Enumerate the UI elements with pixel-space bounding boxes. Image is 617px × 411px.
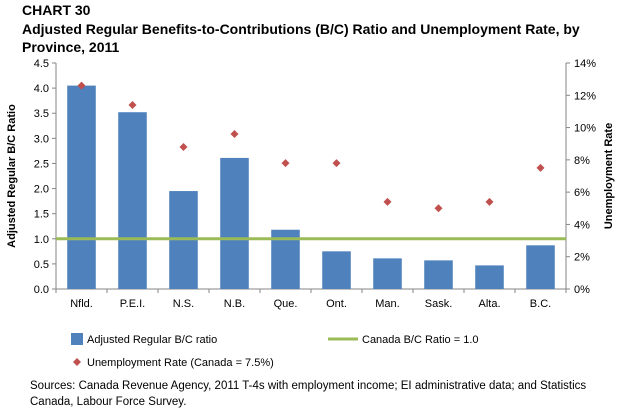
x-tick-label: Alta. <box>478 298 500 310</box>
y-tick-label-left: 3.5 <box>34 108 49 120</box>
legend-label-unemployment: Unemployment Rate (Canada = 7.5%) <box>87 357 274 369</box>
chart-title: Adjusted Regular Benefits-to-Contributio… <box>22 21 580 55</box>
bar-man <box>373 258 402 289</box>
x-tick-label: Sask. <box>425 298 453 310</box>
x-tick-label: P.E.I. <box>120 298 145 310</box>
unemployment-point-que <box>281 159 290 168</box>
y-tick-label-left: 1.0 <box>34 234 49 246</box>
unemployment-point-ns <box>179 142 188 151</box>
unemployment-point-man <box>383 197 392 206</box>
bar-sask <box>424 260 453 289</box>
source-note: Sources: Canada Revenue Agency, 2011 T-4… <box>30 380 587 408</box>
y-tick-label-right: 12% <box>574 90 596 102</box>
chart-number: CHART 30 <box>22 2 91 18</box>
legend-label-bc-ratio: Adjusted Regular B/C ratio <box>87 334 217 346</box>
y-tick-label-left: 0.0 <box>34 284 49 296</box>
y-tick-label-left: 2.5 <box>34 158 49 170</box>
y-tick-label-right: 6% <box>574 187 590 199</box>
bar-nfld <box>67 85 96 289</box>
y-tick-label-right: 14% <box>574 58 596 70</box>
x-tick-label: Ont. <box>326 298 347 310</box>
y-axis-title-left: Adjusted Regular B/C Ratio <box>6 104 18 248</box>
y-tick-label-right: 0% <box>574 284 590 296</box>
x-tick-label: Man. <box>375 298 399 310</box>
y-tick-label-right: 10% <box>574 123 596 135</box>
unemployment-point-sask <box>434 204 443 213</box>
bar-pei <box>118 112 147 290</box>
x-tick-label: N.S. <box>173 298 194 310</box>
y-tick-label-left: 3.0 <box>34 133 49 145</box>
y-tick-label-right: 2% <box>574 252 590 264</box>
legend-swatch-unemployment <box>73 358 81 366</box>
unemployment-point-nb <box>230 130 239 139</box>
y-tick-label-left: 4.0 <box>34 83 49 95</box>
unemployment-point-pei <box>128 100 137 109</box>
y-tick-label-left: 2.0 <box>34 184 49 196</box>
bar-alta <box>475 265 504 289</box>
y-axis-title-right: Unemployment Rate <box>603 123 615 229</box>
x-tick-label: Nfld. <box>70 298 93 310</box>
bar-bc <box>526 245 555 289</box>
bar-ont <box>322 251 351 289</box>
unemployment-point-ont <box>332 159 341 168</box>
unemployment-point-bc <box>536 163 545 172</box>
bar-nb <box>220 157 249 289</box>
x-tick-label: B.C. <box>530 298 551 310</box>
x-tick-label: N.B. <box>224 298 245 310</box>
x-tick-label: Que. <box>274 298 298 310</box>
y-tick-label-right: 4% <box>574 219 590 231</box>
y-tick-label-left: 0.5 <box>34 259 49 271</box>
unemployment-point-alta <box>485 197 494 206</box>
y-tick-label-left: 4.5 <box>34 58 49 70</box>
unemployment-point-nfld <box>77 81 86 90</box>
legend-label-canada-line: Canada B/C Ratio = 1.0 <box>362 334 479 346</box>
y-tick-label-left: 1.5 <box>34 209 49 221</box>
y-tick-label-right: 8% <box>574 155 590 167</box>
legend-swatch-bc-ratio <box>71 333 83 345</box>
